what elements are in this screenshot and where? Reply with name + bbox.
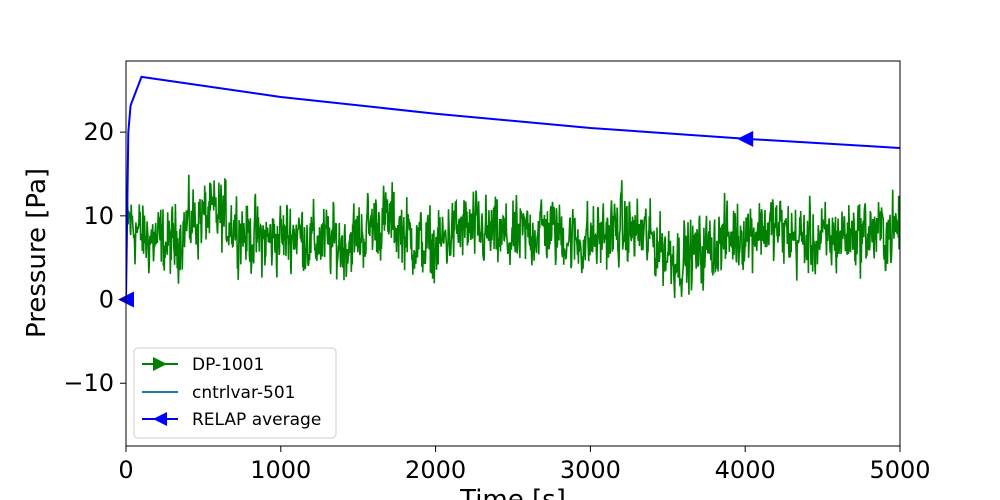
x-tick-label: 4000 [715, 456, 776, 484]
x-tick-label: 3000 [560, 456, 621, 484]
x-tick-label: 1000 [250, 456, 311, 484]
y-tick-label: 20 [83, 118, 114, 146]
legend: DP-1001 cntrlvar-501 RELAP average [134, 348, 336, 438]
x-tick-label: 0 [118, 456, 133, 484]
x-axis: 0 1000 2000 3000 4000 5000 [118, 446, 930, 484]
y-tick-label: 0 [99, 286, 114, 314]
y-axis: −10 0 10 20 [63, 118, 126, 397]
legend-label-cntrlvar501: cntrlvar-501 [192, 383, 295, 403]
y-tick-label: 10 [83, 202, 114, 230]
legend-label-relap-average: RELAP average [192, 410, 321, 430]
y-axis-label: Pressure [Pa] [22, 168, 52, 338]
legend-label-dp1001: DP-1001 [192, 355, 264, 375]
x-tick-label: 2000 [405, 456, 466, 484]
x-axis-label: Time [s] [459, 485, 566, 500]
y-tick-label: −10 [63, 369, 114, 397]
x-tick-label: 5000 [869, 456, 930, 484]
